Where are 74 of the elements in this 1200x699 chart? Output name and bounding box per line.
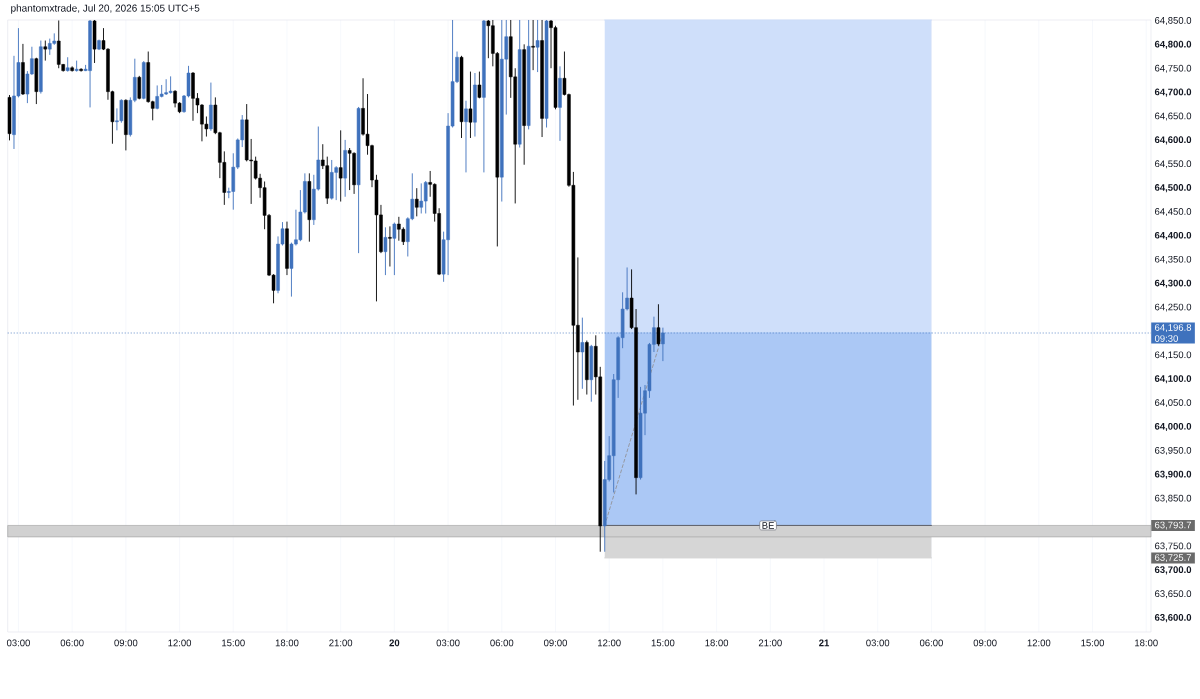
x-tick-label: 15:00 (651, 639, 675, 647)
y-tick-label: 63,793.7 (1155, 521, 1192, 530)
candlestick (43, 40, 48, 62)
y-tick-label: 64,250.0 (1155, 303, 1192, 312)
x-tick-label: 18:00 (1135, 639, 1158, 647)
candlestick (464, 100, 468, 173)
x-tick-label: 03:00 (436, 639, 460, 647)
y-tick-label: 64,450.0 (1155, 208, 1192, 216)
candlestick (74, 60, 79, 73)
y-tick-label: 64,750.0 (1155, 64, 1192, 73)
y-tick-label: 64,100.0 (1154, 375, 1192, 384)
x-tick-label: 18:00 (275, 639, 299, 647)
x-tick-label: 21:00 (758, 639, 782, 647)
candlestick (168, 75, 173, 95)
x-tick-label: 12:00 (168, 639, 192, 647)
x-tick-label: 21:00 (329, 639, 353, 647)
candlestick (535, 19, 540, 73)
x-tick-label: 15:00 (222, 639, 245, 647)
candlestick (423, 180, 428, 214)
candlestick (56, 20, 61, 69)
x-tick-label: 18:00 (705, 639, 729, 647)
x-tick-label: 09:00 (543, 639, 567, 647)
y-tick-label: 64,650.0 (1155, 112, 1192, 121)
chart-title: phantomxtrade, Jul 20, 2026 15:05 UTC+5 (11, 4, 200, 14)
x-tick-label: 06:00 (490, 639, 514, 647)
candlestick (338, 129, 343, 202)
candlestick (388, 225, 392, 267)
y-tick-label: 64,700.0 (1154, 88, 1192, 97)
candlestick (580, 317, 585, 390)
text: 09:30 (1154, 335, 1178, 342)
x-tick-label: 03:00 (6, 639, 30, 647)
y-tick-label: 64,500.0 (1154, 184, 1192, 193)
x-tick-label: 06:00 (60, 639, 84, 647)
y-tick-label: 64,400.0 (1154, 231, 1192, 240)
candlestick (531, 19, 535, 71)
candlestick (477, 71, 482, 99)
y-tick-label: 64,350.0 (1155, 255, 1192, 264)
y-tick-label: 63,950.0 (1155, 446, 1192, 455)
y-tick-label: 64,800.0 (1154, 40, 1192, 49)
candlestick (468, 71, 473, 139)
y-tick-label: 63,750.0 (1155, 542, 1192, 551)
candlestick (656, 303, 661, 347)
x-tick-label: 12:00 (598, 639, 621, 647)
candlestick (414, 187, 419, 217)
candlestick (347, 147, 352, 191)
x-tick-label: 06:00 (919, 639, 943, 647)
y-tick-label: 63,700.0 (1154, 566, 1192, 575)
candlestick (392, 222, 397, 276)
ref-line-label: 64,196.8 (1155, 324, 1192, 333)
x-tick-label: 12:00 (1027, 639, 1051, 647)
x-tick-label: 21 (819, 639, 830, 647)
y-tick-label: 64,050.0 (1155, 399, 1192, 408)
candlestick (383, 226, 388, 276)
candlestick (334, 165, 338, 201)
y-tick-label: 63,850.0 (1155, 494, 1192, 503)
y-tick-label: 63,725.7 (1155, 554, 1192, 563)
candlestick (209, 82, 213, 132)
y-tick-label: 64,300.0 (1154, 279, 1192, 288)
legend-label: BE (762, 522, 774, 529)
x-tick-label: 20 (389, 639, 400, 647)
y-tick-label: 63,650.0 (1155, 590, 1192, 599)
candlestick (79, 67, 83, 73)
y-tick-label: 64,150.0 (1155, 351, 1192, 360)
x-tick-label: 15:00 (1081, 639, 1105, 647)
y-tick-label: 63,900.0 (1154, 470, 1192, 479)
x-tick-label: 03:00 (866, 639, 890, 647)
y-tick-label: 64,000.0 (1154, 422, 1192, 432)
x-tick-label: 09:00 (114, 639, 138, 647)
y-tick-label: 64,850.0 (1155, 17, 1192, 25)
y-tick-label: 63,600.0 (1154, 614, 1192, 623)
x-tick-label: 09:00 (973, 639, 997, 647)
y-tick-label: 64,550.0 (1155, 160, 1192, 169)
y-tick-label: 64,600.0 (1154, 136, 1192, 145)
candlestick (419, 182, 424, 214)
